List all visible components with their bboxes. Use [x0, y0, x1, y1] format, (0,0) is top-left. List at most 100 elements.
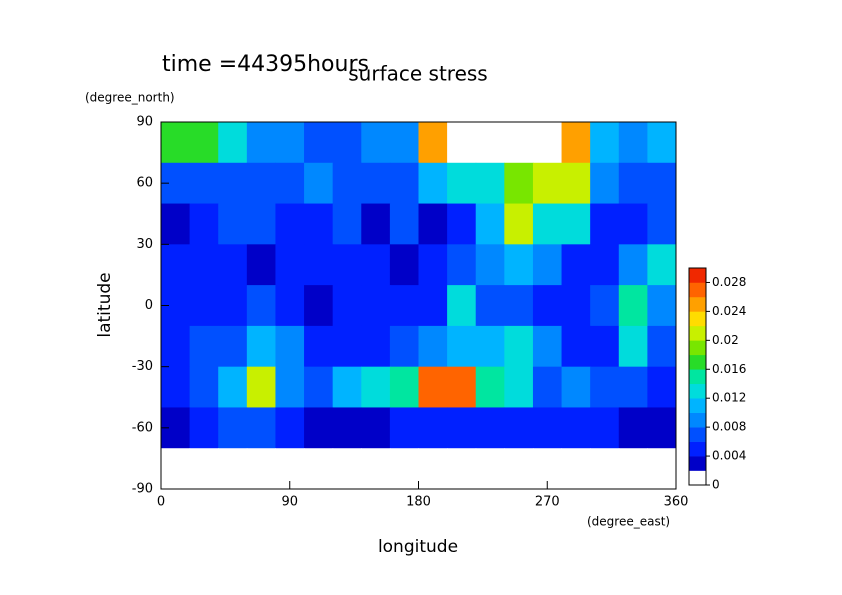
contour-cell	[161, 366, 191, 408]
contour-cell	[504, 244, 534, 286]
contour-cell	[418, 366, 448, 408]
contour-cell	[647, 325, 677, 368]
contour-cell	[218, 122, 248, 164]
colorbar-tick-label: 0.02	[712, 333, 739, 347]
contour-cell	[161, 244, 191, 286]
contour-cell	[389, 448, 419, 490]
y-unit: (degree_north)	[85, 91, 175, 105]
contour-cell	[275, 122, 305, 164]
colorbar-swatch	[689, 325, 706, 341]
colorbar-swatch	[689, 354, 706, 370]
contour-cell	[332, 325, 362, 368]
contour-cell	[447, 162, 477, 205]
x-tick-label: 360	[664, 495, 689, 510]
contour-cell	[189, 122, 219, 164]
contour-cell	[418, 244, 448, 286]
contour-cell	[418, 407, 448, 449]
contour-cell	[561, 203, 591, 245]
contour-cell	[189, 203, 219, 245]
contour-cell	[647, 203, 677, 245]
y-tick-label: -30	[132, 359, 153, 374]
contour-cell	[447, 285, 477, 327]
contour-cell	[246, 366, 276, 408]
contour-cell	[618, 285, 648, 327]
contour-cell	[275, 203, 305, 245]
contour-cell	[218, 407, 248, 449]
colorbar-swatch	[689, 441, 706, 457]
x-tick-label: 270	[535, 495, 560, 510]
contour-cell	[275, 162, 305, 205]
contour-cell	[561, 285, 591, 327]
contour-cell	[389, 325, 419, 368]
contour-cell	[418, 203, 448, 245]
contour-cell	[332, 203, 362, 245]
contour-cell	[647, 122, 677, 164]
contour-cell	[647, 448, 677, 490]
contour-cell	[332, 448, 362, 490]
contour-cell	[275, 244, 305, 286]
contour-cell	[504, 407, 534, 449]
contour-cell	[332, 285, 362, 327]
contour-cell	[161, 203, 191, 245]
contour-cell	[561, 448, 591, 490]
contour-cell	[246, 162, 276, 205]
y-tick-label: 0	[145, 298, 153, 313]
contour-cell	[361, 285, 391, 327]
contour-cell	[618, 244, 648, 286]
colorbar-swatch	[689, 470, 706, 486]
contour-cell	[218, 285, 248, 327]
x-tick-label: 90	[281, 495, 298, 510]
contour-cell	[246, 244, 276, 286]
contour-cell	[447, 366, 477, 408]
colorbar-swatch	[689, 282, 706, 298]
x-unit: (degree_east)	[587, 515, 670, 529]
colorbar-tick-label: 0.024	[712, 304, 746, 318]
contour-cell	[561, 366, 591, 408]
contour-cell	[590, 122, 620, 164]
contour-cell	[590, 285, 620, 327]
contour-cell	[418, 285, 448, 327]
colorbar-swatch	[689, 412, 706, 428]
contour-cell	[447, 325, 477, 368]
contour-cell	[647, 244, 677, 286]
x-tick-label: 0	[157, 495, 165, 510]
contour-cell	[475, 203, 505, 245]
colorbar-swatch	[689, 383, 706, 399]
y-tick-label: 60	[136, 176, 153, 191]
contour-cell	[246, 285, 276, 327]
contour-cell	[590, 203, 620, 245]
contour-cell	[447, 122, 477, 164]
contour-cell	[475, 366, 505, 408]
contour-cell	[389, 122, 419, 164]
contour-cell	[618, 325, 648, 368]
contour-cell	[532, 122, 563, 164]
contour-cell	[618, 122, 648, 164]
contour-cell	[475, 285, 505, 327]
contour-cell	[647, 366, 677, 408]
contour-cell	[218, 448, 248, 490]
y-tick-label: 90	[136, 115, 153, 130]
colorbar-swatch	[689, 369, 706, 385]
colorbar-swatch	[689, 398, 706, 413]
contour-cell	[561, 122, 591, 164]
contour-cell	[475, 122, 505, 164]
colorbar-tick-label: 0.016	[712, 362, 746, 376]
contour-cell	[447, 203, 477, 245]
contour-cell	[161, 122, 191, 164]
contour-cell	[532, 285, 563, 327]
contour-cell	[246, 122, 276, 164]
contour-cell	[504, 203, 534, 245]
contour-cell	[532, 325, 563, 368]
contour-cell	[418, 122, 448, 164]
contour-cell	[590, 366, 620, 408]
contour-cell	[418, 162, 448, 205]
contour-cell	[418, 448, 448, 490]
contour-cell	[218, 162, 248, 205]
colorbar-tick-label: 0.004	[712, 449, 746, 463]
contour-cell	[504, 162, 534, 205]
contour-cell	[389, 407, 419, 449]
contour-cell	[590, 448, 620, 490]
colorbar-tick-label: 0.012	[712, 391, 746, 405]
contour-cell	[332, 407, 362, 449]
